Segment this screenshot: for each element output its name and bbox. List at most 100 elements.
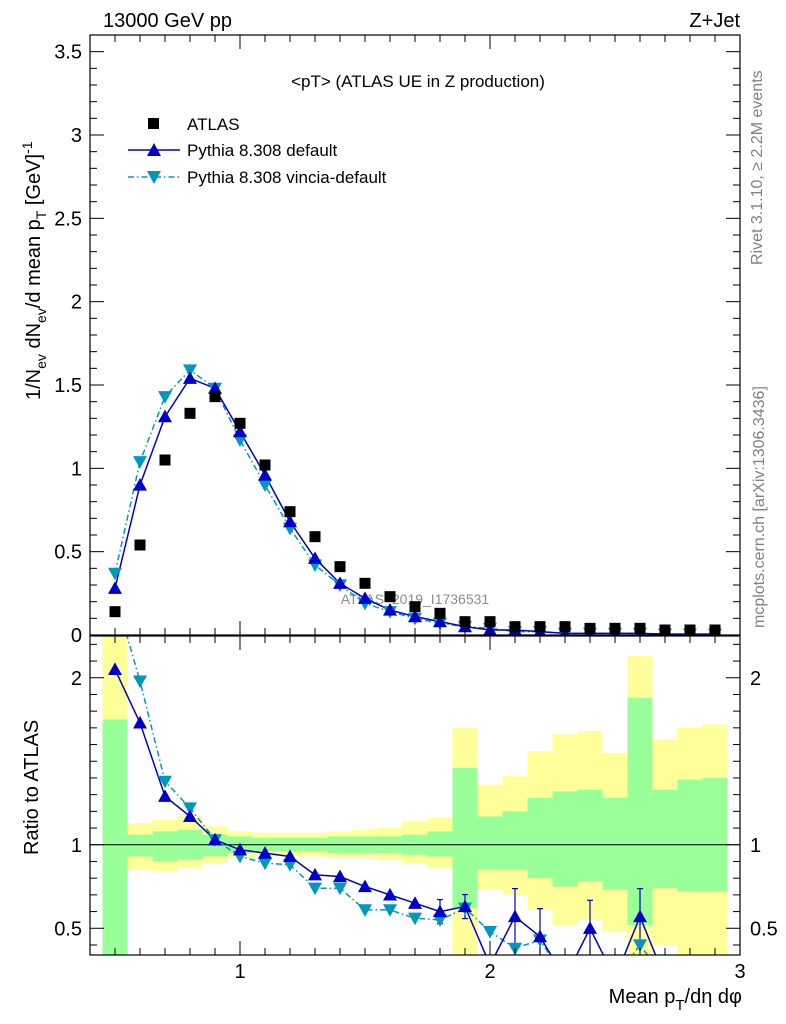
y-tick-label: 1 bbox=[71, 458, 82, 480]
y-tick-label: 3.5 bbox=[54, 42, 82, 64]
pythia-point bbox=[158, 409, 172, 423]
uncertainty-band-inner bbox=[702, 777, 728, 892]
atlas-data-point bbox=[559, 621, 571, 633]
watermark: ATLAS_2019_I1736531 bbox=[341, 591, 490, 607]
atlas-data-point bbox=[459, 616, 471, 628]
uncertainty-band-inner bbox=[602, 798, 628, 890]
x-tick-label: 1 bbox=[234, 961, 245, 983]
ratio-axis-title: Ratio to ATLAS bbox=[21, 720, 43, 855]
pythia-ratio-point bbox=[358, 879, 372, 893]
y-tick-label: 0 bbox=[71, 625, 82, 647]
pythia-point bbox=[258, 468, 272, 481]
y-tick-label: 2.5 bbox=[54, 208, 82, 230]
pythia-ratio-point bbox=[158, 789, 172, 802]
pythia-point bbox=[333, 576, 347, 589]
y-tick-label: 3 bbox=[71, 125, 82, 147]
vincia-ratio-point bbox=[383, 904, 397, 917]
vincia-ratio-point bbox=[708, 973, 722, 986]
legend-marker-pythia bbox=[147, 143, 161, 156]
ratio-y-tick-label-right: 0.5 bbox=[750, 918, 778, 940]
ratio-y-tick-label: 0.5 bbox=[54, 918, 82, 940]
vincia-ratio-point bbox=[433, 914, 447, 927]
pythia-ratio-point bbox=[183, 809, 197, 822]
uncertainty-band-inner bbox=[452, 767, 478, 909]
uncertainty-band-inner bbox=[427, 831, 453, 857]
pythia-point bbox=[308, 551, 322, 564]
ratio-y-tick-label: 2 bbox=[71, 668, 82, 690]
pythia-ratio-point bbox=[658, 971, 672, 984]
legend: ATLAS Pythia 8.308 default Pythia 8.308 … bbox=[128, 115, 387, 187]
uncertainty-band-inner bbox=[477, 816, 503, 870]
atlas-data-point bbox=[234, 417, 246, 429]
pythia-point bbox=[133, 478, 147, 491]
atlas-data-point bbox=[259, 459, 271, 471]
vincia-point bbox=[133, 456, 147, 469]
x-axis-title: Mean pT/dη dφ bbox=[609, 986, 742, 1014]
vincia-point bbox=[158, 391, 172, 404]
pythia-ratio-point bbox=[508, 909, 522, 923]
uncertainty-band-inner bbox=[577, 789, 603, 882]
vincia-ratio-point bbox=[633, 939, 647, 952]
pythia-ratio-point bbox=[208, 832, 222, 846]
pythia-point bbox=[383, 603, 397, 616]
pythia-ratio-point bbox=[133, 715, 147, 729]
uncertainty-band-inner bbox=[552, 791, 578, 887]
vincia-ratio-point bbox=[133, 675, 147, 689]
pythia-ratio-point bbox=[433, 904, 447, 918]
pythia-point bbox=[408, 609, 422, 623]
vincia-ratio-point bbox=[333, 882, 347, 896]
vincia-ratio-point bbox=[308, 882, 322, 896]
pythia-point bbox=[183, 371, 197, 384]
y-tick-label: 0.5 bbox=[54, 542, 82, 564]
ratio-y-tick-label: 1 bbox=[71, 835, 82, 857]
atlas-data-point bbox=[384, 591, 396, 603]
uncertainty-band-inner bbox=[527, 798, 553, 879]
pythia-point bbox=[208, 381, 222, 394]
vincia-ratio-point bbox=[583, 973, 597, 986]
pythia-ratio-point bbox=[608, 971, 622, 984]
atlas-data-point bbox=[159, 454, 171, 466]
vincia-point bbox=[233, 434, 247, 447]
atlas-data-point bbox=[309, 531, 321, 543]
uncertainty-band-inner bbox=[627, 697, 653, 925]
atlas-data-point bbox=[359, 577, 371, 589]
pythia-point bbox=[358, 591, 372, 604]
pythia-ratio-point bbox=[708, 971, 722, 984]
pythia-point bbox=[233, 424, 247, 438]
uncertainty-band-inner bbox=[677, 779, 703, 892]
y-tick-label: 2 bbox=[71, 292, 82, 314]
vincia-ratio-point bbox=[358, 904, 372, 917]
vincia-ratio-point bbox=[483, 926, 497, 939]
legend-label-pythia: Pythia 8.308 default bbox=[187, 141, 338, 160]
atlas-data-point bbox=[184, 407, 196, 419]
vincia-ratio-point bbox=[558, 973, 572, 986]
legend-label-vincia: Pythia 8.308 vincia-default bbox=[187, 168, 387, 187]
pythia-point bbox=[283, 514, 297, 528]
atlas-data-point bbox=[409, 601, 421, 613]
vincia-ratio-point bbox=[683, 973, 697, 986]
vincia-ratio-point bbox=[183, 802, 197, 816]
pythia-ratio-point bbox=[308, 867, 322, 881]
vincia-ratio-point bbox=[258, 857, 272, 871]
pythia-point bbox=[108, 581, 122, 594]
atlas-data-point bbox=[209, 391, 221, 403]
atlas-data-point bbox=[334, 561, 346, 573]
pythia-ratio-point bbox=[258, 846, 272, 859]
x-tick-label: 2 bbox=[484, 961, 495, 983]
ratio-y-tick-label-right: 2 bbox=[750, 668, 761, 690]
pythia-point bbox=[433, 614, 447, 628]
pythia-ratio-point bbox=[558, 971, 572, 984]
uncertainty-band-inner bbox=[152, 831, 178, 862]
pythia-ratio-point bbox=[583, 921, 597, 934]
vincia-point bbox=[183, 364, 197, 377]
vincia-ratio-point bbox=[608, 973, 622, 986]
atlas-data-point bbox=[509, 621, 521, 633]
uncertainty-band-inner bbox=[652, 789, 678, 889]
rivet-label: Rivet 3.1.10, ≥ 2.2M events bbox=[749, 70, 766, 265]
pythia-ratio-point bbox=[333, 869, 347, 883]
atlas-data-point bbox=[284, 506, 296, 518]
atlas-data-point bbox=[434, 607, 446, 619]
legend-label-atlas: ATLAS bbox=[187, 115, 240, 134]
legend-marker-vincia bbox=[147, 171, 161, 184]
